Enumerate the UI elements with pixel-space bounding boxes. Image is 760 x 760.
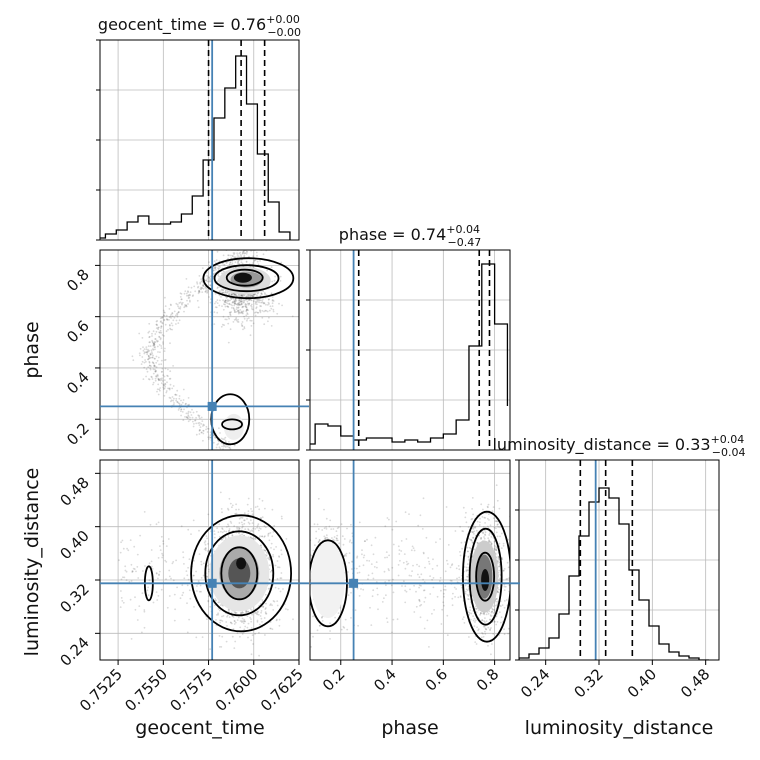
title-plus: +0.04 (446, 223, 480, 236)
title-main: luminosity_distance = 0.33 (492, 435, 710, 455)
y-tick-label: 0.48 (56, 473, 92, 509)
axes-frame (99, 249, 300, 451)
contour-line (462, 510, 510, 643)
contour-line (221, 418, 243, 431)
density-fill (233, 272, 252, 283)
density-fill (310, 542, 345, 618)
y-tick-label: 0.4 (63, 368, 93, 398)
contour-line (204, 530, 275, 617)
y-tick-label: 0.32 (56, 580, 92, 616)
x-tick-label: 0.2 (319, 665, 349, 695)
axes-frame (309, 459, 511, 661)
contour-line (475, 551, 496, 602)
density-fill (481, 569, 490, 591)
contour-line (225, 268, 264, 287)
title-plus: +0.00 (266, 13, 300, 26)
x-tick-label: 0.48 (677, 665, 713, 701)
y-tick-label: 0.8 (63, 265, 93, 295)
marginal-title-phase: phase = 0.74+0.04 −0.47 (339, 223, 481, 249)
histogram-phase (310, 263, 509, 445)
panel-phase-vs-luminosity_distance (309, 459, 511, 661)
x-tick-label: 0.40 (624, 665, 660, 701)
title-minus: −0.00 (267, 26, 301, 39)
marginal-title-luminosity_distance: luminosity_distance = 0.33+0.04 −0.04 (492, 433, 745, 459)
x-tick-label: 0.7550 (121, 665, 171, 715)
x-tick-label: 0.4 (370, 665, 400, 695)
x-axis-label-luminosity_distance: luminosity_distance (525, 717, 714, 739)
contour-line (190, 514, 293, 633)
sample-points (118, 491, 294, 657)
contour-line (210, 393, 251, 446)
histogram-geocent_time (100, 55, 291, 240)
x-tick-label: 0.7625 (257, 665, 307, 715)
contour-line (220, 546, 259, 601)
marginal-phase: phase = 0.74+0.04 −0.47 (306, 223, 511, 451)
x-tick-label: 0.24 (517, 665, 553, 701)
contour-line (202, 257, 295, 300)
contour-line (468, 527, 503, 626)
axes-frame (99, 459, 300, 661)
title-plus: +0.04 (711, 433, 745, 446)
x-tick-label: 0.6 (422, 665, 452, 695)
y-tick-label: 0.2 (63, 419, 93, 449)
histogram-luminosity_distance (519, 487, 709, 660)
panel-geocent_time-vs-luminosity_distance (99, 459, 300, 661)
contour-line (213, 264, 280, 293)
marginal-geocent_time: geocent_time = 0.76+0.00 −0.00 (96, 13, 301, 241)
x-tick-label: 0.7575 (167, 665, 217, 715)
y-axis-label-luminosity_distance: luminosity_distance (21, 468, 43, 657)
density-fill (236, 557, 247, 570)
y-tick-label: 0.24 (56, 633, 92, 669)
marginal-title-geocent_time: geocent_time = 0.76+0.00 −0.00 (98, 13, 301, 39)
x-axis-label-geocent_time: geocent_time (135, 717, 264, 739)
title-minus: −0.47 (447, 236, 481, 249)
title-main: geocent_time = 0.76 (98, 15, 266, 35)
x-tick-label: 0.7600 (212, 665, 262, 715)
y-tick-label: 0.40 (56, 527, 92, 563)
marginal-luminosity_distance: luminosity_distance = 0.33+0.04 −0.04 (492, 433, 746, 661)
panel-geocent_time-vs-phase (99, 249, 300, 451)
y-axis-label-phase: phase (21, 321, 43, 378)
title-minus: −0.04 (712, 446, 746, 459)
x-tick-label: 0.7525 (76, 665, 126, 715)
title-main: phase = 0.74 (339, 225, 446, 244)
x-tick-label: 0.8 (473, 665, 503, 695)
x-axis-label-phase: phase (381, 717, 438, 739)
x-tick-label: 0.32 (570, 665, 606, 701)
y-tick-label: 0.6 (63, 317, 93, 347)
